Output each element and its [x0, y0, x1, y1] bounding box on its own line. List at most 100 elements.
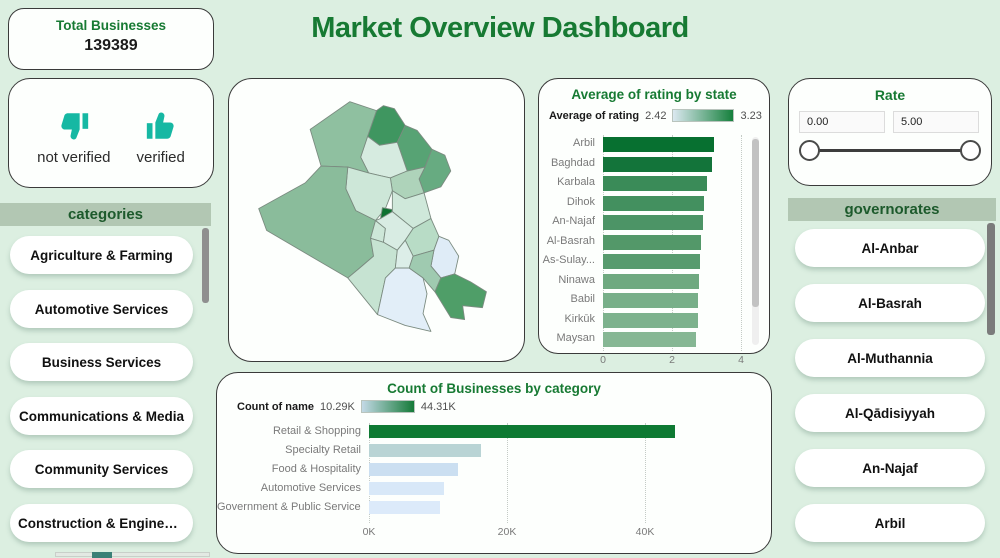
bar-row: Baghdad — [539, 155, 769, 175]
bar-row: Retail & Shopping — [217, 423, 771, 442]
bar[interactable] — [603, 176, 707, 191]
bar-category-label: Specialty Retail — [285, 444, 361, 456]
x-axis-tick: 0 — [600, 354, 606, 366]
rate-slider-track[interactable] — [811, 149, 969, 152]
bar-row: Government & Public Services — [217, 499, 771, 518]
bar-row: Babil — [539, 291, 769, 311]
bar[interactable] — [369, 482, 445, 495]
category-button-agriculture-farming[interactable]: Agriculture & Farming — [10, 236, 193, 274]
bar-category-label: Baghdad — [550, 156, 595, 169]
total-businesses-value: 139389 — [84, 37, 138, 54]
bar-category-label: Ninawa — [558, 273, 595, 286]
bar-row: Maysan — [539, 330, 769, 350]
bar[interactable] — [603, 195, 705, 211]
rate-min-input[interactable] — [799, 111, 885, 133]
bar-row: Specialty Retail — [217, 442, 771, 461]
verified-option[interactable]: verified — [137, 109, 185, 187]
gridline — [645, 423, 646, 523]
governorate-button-an-najaf[interactable]: An-Najaf — [795, 449, 985, 487]
bar[interactable] — [603, 293, 698, 308]
bar-category-label: Karbala — [557, 176, 595, 188]
bar[interactable] — [603, 215, 703, 230]
count-chart-card: Count of Businesses by category Count of… — [216, 372, 772, 554]
count-chart-legend: Count of name 10.29K 44.31K — [237, 400, 456, 413]
bar[interactable] — [369, 444, 482, 457]
governorates-scrollbar[interactable] — [987, 223, 995, 335]
rate-max-input[interactable] — [893, 111, 979, 133]
categories-hscroll-track[interactable] — [55, 552, 210, 557]
categories-scrollbar[interactable] — [202, 228, 209, 303]
bar-category-label: As-Sulay... — [542, 254, 595, 266]
bar[interactable] — [603, 254, 701, 269]
bar-category-label: Kirkūk — [564, 312, 595, 325]
rating-legend-gradient — [672, 109, 735, 122]
bar[interactable] — [603, 332, 697, 347]
map-region-Al-Basrah[interactable] — [434, 273, 487, 320]
bar-category-label: Babil — [570, 293, 595, 305]
bar[interactable] — [369, 501, 440, 514]
x-axis-tick: 0K — [362, 526, 376, 538]
bar-category-label: Dihok — [566, 195, 595, 208]
bar[interactable] — [603, 137, 715, 152]
categories-header: categories — [0, 203, 211, 226]
bar-row: Ninawa — [539, 272, 769, 292]
map-region-Al-Muthanna[interactable] — [377, 267, 432, 332]
rating-legend-min: 2.42 — [645, 109, 667, 122]
rating-legend-label: Average of rating — [549, 109, 640, 122]
category-button-communications-media[interactable]: Communications & Media — [10, 397, 193, 435]
iraq-map[interactable] — [229, 79, 525, 362]
total-businesses-card: Total Businesses 139389 — [8, 8, 214, 70]
count-legend-min: 10.29K — [320, 400, 355, 413]
not-verified-option[interactable]: not verified — [37, 109, 111, 187]
page-title: Market Overview Dashboard — [311, 12, 689, 44]
bar[interactable] — [369, 425, 675, 438]
rating-legend-max: 3.23 — [740, 109, 762, 122]
bar-category-label: Maysan — [556, 332, 595, 344]
category-button-business-services[interactable]: Business Services — [10, 343, 193, 381]
rating-chart-scrollbar[interactable] — [752, 139, 759, 307]
x-axis-tick: 2 — [669, 354, 675, 366]
bar[interactable] — [603, 234, 702, 250]
count-chart-title: Count of Businesses by category — [387, 381, 601, 396]
total-businesses-label: Total Businesses — [55, 18, 167, 33]
bar-category-label: Food & Hospitality — [271, 463, 361, 475]
thumbs-up-icon — [146, 112, 174, 139]
rating-chart-title: Average of rating by state — [571, 87, 737, 102]
rate-slider-handle-min[interactable] — [799, 140, 820, 161]
bar-row: Karbala — [539, 174, 769, 194]
count-legend-gradient — [360, 400, 415, 413]
bar[interactable] — [603, 156, 713, 172]
map-card — [228, 78, 525, 362]
categories-hscroll-thumb[interactable] — [92, 552, 112, 558]
bar[interactable] — [369, 463, 458, 476]
bar-row: Arbil — [539, 135, 769, 155]
governorate-button-al-basrah[interactable]: Al-Basrah — [795, 284, 985, 322]
bar-row: Al-Basrah — [539, 233, 769, 253]
verification-filter-card: not verified verified — [8, 78, 214, 188]
bar[interactable] — [603, 273, 699, 289]
category-button-automotive-services[interactable]: Automotive Services — [10, 290, 193, 328]
x-axis-tick: 4 — [738, 354, 744, 366]
bar-row: Kirkūk — [539, 311, 769, 331]
thumbs-down-icon — [61, 113, 88, 140]
category-button-community-services[interactable]: Community Services — [10, 450, 193, 488]
category-button-construction-engineeri[interactable]: Construction & Engineeri... — [10, 504, 193, 542]
gridline — [507, 423, 508, 523]
bar-row: Dihok — [539, 194, 769, 214]
bar-row: An-Najaf — [539, 213, 769, 233]
governorate-button-al-q-disiyyah[interactable]: Al-Qādisiyyah — [795, 394, 985, 432]
verified-label: verified — [136, 149, 185, 166]
bar-row: As-Sulay... — [539, 252, 769, 272]
rate-slider-handle-max[interactable] — [960, 140, 981, 161]
count-legend-max: 44.31K — [420, 400, 456, 413]
bar[interactable] — [603, 312, 699, 328]
governorate-button-al-muthannia[interactable]: Al-Muthannia — [795, 339, 985, 377]
rating-chart-card: Average of rating by state Average of ra… — [538, 78, 770, 366]
rate-title: Rate — [874, 87, 906, 103]
x-axis-tick: 20K — [497, 526, 517, 538]
governorate-button-al-anbar[interactable]: Al-Anbar — [795, 229, 985, 267]
rating-chart-legend: Average of rating 2.42 3.23 — [549, 109, 762, 122]
governorate-button-arbil[interactable]: Arbil — [795, 504, 985, 542]
bar-row: Automotive Services — [217, 480, 771, 499]
bar-category-label: Government & Public Services — [217, 501, 361, 513]
